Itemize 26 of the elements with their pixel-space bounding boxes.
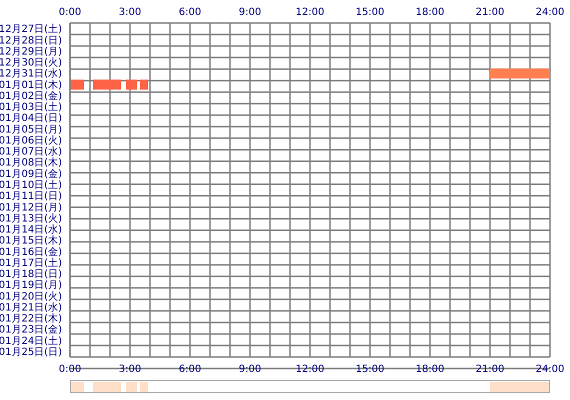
x-tick-label: 18:00 (416, 364, 444, 376)
x-tick-label: 0:00 (58, 364, 82, 376)
y-tick-label: 12月29日(月) (0, 46, 62, 58)
x2-tick-label: 12:00 (296, 7, 324, 18)
x2-tick-label: 0:00 (58, 7, 82, 18)
x-tick-label: 21:00 (476, 364, 504, 376)
y-tick-label: 12月30日(火) (0, 56, 62, 69)
x-tick-label: 9:00 (238, 364, 262, 376)
y-tick-label: 12月28日(日) (0, 35, 62, 46)
x2-tick-label: 3:00 (118, 7, 142, 18)
bar (93, 382, 121, 393)
x2-tick-label: 21:00 (476, 7, 504, 18)
x-tick-label: 12:00 (296, 364, 324, 376)
x-tick-label: 6:00 (178, 364, 202, 376)
x-tick-label: 15:00 (356, 364, 384, 376)
x2-tick-label: 9:00 (238, 7, 262, 18)
bar (140, 382, 148, 393)
x2-tick-label: 18:00 (416, 7, 444, 18)
bar (126, 382, 137, 393)
x2-tick-label: 24:00 (536, 7, 564, 18)
x2-tick-label: 15:00 (356, 7, 384, 18)
y-tick-label: 12月31日(水) (0, 68, 62, 80)
x-tick-label: 24:00 (536, 364, 564, 376)
y-tick-label: 12月27日(土) (0, 23, 62, 36)
x-tick-label: 3:00 (118, 364, 142, 376)
x2-tick-label: 6:00 (178, 7, 202, 18)
